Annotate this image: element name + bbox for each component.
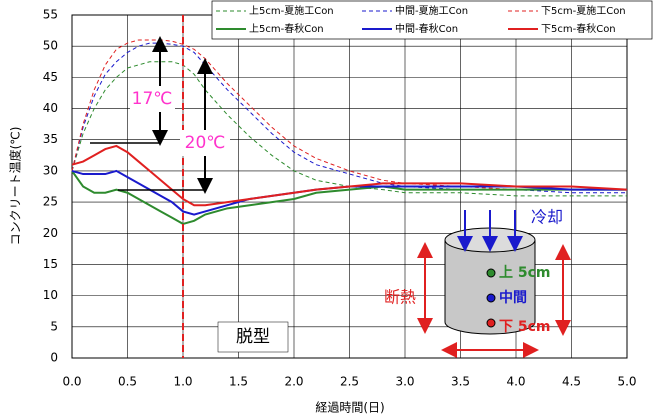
legend-label: 下5cm-春秋Con	[541, 22, 616, 35]
x-tick-label: 4.0	[506, 375, 525, 389]
y-axis-label: コンクリート温度(℃)	[8, 127, 23, 246]
sensor-dot	[487, 269, 495, 277]
y-tick-label: 25	[43, 195, 58, 209]
annotation: 中間	[499, 289, 527, 306]
y-tick-label: 10	[43, 288, 58, 302]
x-tick-label: 1.5	[229, 375, 248, 389]
chart: 0 5 10 15 20 25 30 35 40 45 50 55 0.0 0.5 1.0 1.5 2.0 2.5…	[0, 0, 655, 418]
x-tick-label: 1.0	[173, 375, 192, 389]
x-tick-label: 3.0	[395, 375, 414, 389]
y-tick-label: 45	[43, 70, 58, 84]
y-tick-label: 35	[43, 132, 58, 146]
x-tick-label: 3.5	[451, 375, 470, 389]
x-tick-label: 4.5	[562, 375, 581, 389]
x-tick-label: 2.0	[284, 375, 303, 389]
x-tick-label: 0.0	[62, 375, 81, 389]
y-tick-label: 15	[43, 257, 58, 271]
legend-label: 中間-春秋Con	[395, 22, 458, 35]
y-tick-label: 55	[43, 8, 58, 22]
legend-label: 上5cm-春秋Con	[249, 22, 324, 35]
x-axis-label: 経過時間(日)	[315, 401, 384, 415]
annotation: 冷却	[531, 208, 563, 227]
x-tick-label: 0.5	[118, 375, 137, 389]
annotation: 20℃	[185, 133, 226, 153]
x-tick-label: 2.5	[340, 375, 359, 389]
annotation: 上 5cm	[499, 265, 551, 281]
legend-label: 上5cm-夏施工Con	[249, 4, 334, 17]
annotation: 17℃	[132, 89, 173, 109]
sensor-dot	[487, 294, 495, 302]
y-tick-label: 20	[43, 226, 58, 240]
sensor-dot	[487, 319, 495, 327]
annotation: 断熱	[384, 288, 416, 307]
y-tick-label: 0	[50, 351, 58, 365]
y-tick-label: 40	[43, 101, 58, 115]
annotation: 脱型	[236, 327, 270, 347]
x-tick-label: 5.0	[617, 375, 636, 389]
y-tick-label: 30	[43, 163, 58, 177]
legend: 上5cm-夏施工Con 中間-夏施工Con 下5cm-夏施工Con 上5cm-春秋Co…	[212, 1, 652, 39]
annotation: 下 5cm	[499, 319, 551, 335]
legend-label: 下5cm-夏施工Con	[541, 4, 626, 17]
y-tick-label: 5	[50, 319, 58, 333]
y-tick-label: 50	[43, 39, 58, 53]
legend-label: 中間-夏施工Con	[395, 4, 468, 17]
